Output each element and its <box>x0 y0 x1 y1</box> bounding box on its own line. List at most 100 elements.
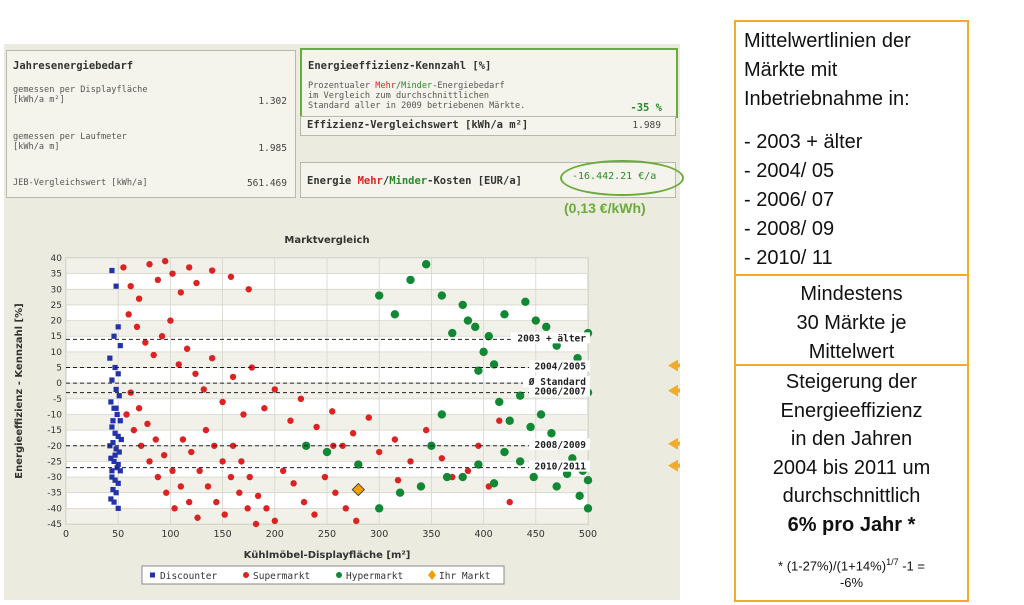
data-point-supermarkt <box>185 498 193 506</box>
data-point-discounter <box>112 452 118 458</box>
data-point-supermarkt <box>365 414 372 421</box>
data-point-hypermarkt <box>421 260 431 269</box>
box3-line2: Energieeffizienz <box>780 399 923 422</box>
data-point-supermarkt <box>146 458 153 465</box>
data-point-hypermarkt <box>547 429 556 438</box>
data-point-discounter <box>108 399 114 405</box>
data-point-supermarkt <box>349 430 357 437</box>
cost-mehr: Mehr <box>357 175 383 187</box>
data-point-hypermarkt <box>463 316 473 325</box>
cost-post: -Kosten [EUR/a] <box>427 175 522 187</box>
efficiency-index-title: Energieeffizienz-Kennzahl [%] <box>308 60 492 72</box>
desc-slash: / <box>395 81 402 91</box>
data-point-hypermarkt <box>500 310 509 319</box>
data-point-discounter <box>111 458 117 465</box>
data-point-hypermarkt <box>552 341 561 350</box>
y-tick-label: -20 <box>47 442 62 452</box>
data-point-supermarkt <box>193 279 200 287</box>
minimum-markets-text: Mindestens 30 Märkte je Mittelwert <box>736 276 967 367</box>
y-axis-label: Energieeffizienz - Kennzahl [%] <box>14 303 25 478</box>
data-point-supermarkt <box>175 361 182 368</box>
data-point-hypermarkt <box>536 410 546 419</box>
reference-line-label: 2004/2005 <box>535 362 587 373</box>
minimum-markets-box: Mindestens 30 Märkte je Mittelwert <box>734 274 969 368</box>
data-point-supermarkt <box>271 517 278 525</box>
data-point-hypermarkt <box>500 447 509 457</box>
data-point-discounter <box>109 468 115 474</box>
box3-bold: 6% pro Jahr * <box>787 513 916 536</box>
data-point-supermarkt <box>194 514 201 521</box>
mean-lines-title-3: Inbetriebnahme in: <box>744 88 910 110</box>
box2-line3: Mittelwert <box>808 341 895 363</box>
data-point-hypermarkt <box>575 491 584 501</box>
cost-slash: / <box>382 175 390 187</box>
data-point-discounter <box>115 371 121 377</box>
reference-label-bg <box>510 332 590 344</box>
data-point-supermarkt <box>127 282 134 290</box>
data-point-supermarkt <box>353 517 360 525</box>
data-point-supermarkt <box>152 436 159 443</box>
data-point-supermarkt <box>300 498 308 506</box>
desc-minder: Minder <box>401 81 433 91</box>
data-point-supermarkt <box>200 386 208 393</box>
data-point-discounter <box>107 355 113 361</box>
list-item: - 2006/ 07 <box>744 189 835 211</box>
data-point-discounter <box>112 477 118 483</box>
energy-cost-label: Energie Mehr/Minder-Kosten [EUR/a] <box>307 175 522 187</box>
x-tick-label: 450 <box>527 529 545 540</box>
desc-pre: Prozentualer <box>308 81 376 91</box>
data-point-hypermarkt <box>390 310 400 319</box>
data-point-ihr-markt <box>351 482 366 497</box>
box3-line5: durchschnittlich <box>782 485 921 507</box>
x-tick-label: 150 <box>214 529 232 540</box>
y-tick-label: -35 <box>47 489 62 499</box>
data-point-supermarkt <box>183 345 191 352</box>
footnote-exponent: 1/7 <box>886 557 899 567</box>
data-point-supermarkt <box>376 448 383 456</box>
data-point-supermarkt <box>290 480 297 487</box>
data-point-supermarkt <box>137 442 145 449</box>
efficiency-index-value: -35 % <box>630 102 662 114</box>
data-point-discounter <box>113 405 119 411</box>
footnote-formula: * (1-27%)/(1+14%) <box>778 558 887 574</box>
data-point-supermarkt <box>236 489 243 496</box>
mean-lines-title-1: Mittelwertlinien der <box>744 30 911 52</box>
row3-label: JEB-Vergleichswert [kWh/a] <box>13 178 148 188</box>
reference-line-label: 2003 + älter <box>517 333 586 344</box>
data-point-supermarkt <box>179 436 187 443</box>
row1-label: gemessen per Displayfläche [kWh/a m²] <box>13 85 148 105</box>
efficiency-increase-text: Steigerung der Energieeffizienz in den J… <box>736 366 967 539</box>
comparison-value: 1.989 <box>632 120 661 131</box>
y-tick-label: 40 <box>51 254 63 264</box>
data-point-discounter <box>108 455 114 461</box>
data-point-supermarkt <box>219 398 226 406</box>
y-tick-label: -25 <box>47 457 62 467</box>
x-tick-label: 0 <box>63 529 69 540</box>
data-point-discounter <box>110 486 116 493</box>
data-point-supermarkt <box>279 467 287 474</box>
y-tick-label: 30 <box>51 285 63 295</box>
data-point-supermarkt <box>135 405 143 412</box>
data-point-hypermarkt <box>458 472 467 482</box>
data-point-discounter <box>116 449 122 455</box>
data-point-hypermarkt <box>529 472 538 482</box>
y-tick-label: 0 <box>56 379 62 389</box>
data-point-supermarkt <box>219 458 226 465</box>
reference-label-bg <box>529 360 590 372</box>
reference-label-bg <box>523 376 590 388</box>
y-tick-label: 15 <box>51 332 62 342</box>
data-point-discounter <box>117 418 123 424</box>
data-point-supermarkt <box>311 511 318 518</box>
data-point-hypermarkt <box>375 291 384 300</box>
x-axis-label: Kühlmöbel-Displayfläche [m²] <box>244 550 411 561</box>
data-point-hypermarkt <box>448 328 457 338</box>
data-point-discounter <box>117 468 123 474</box>
mean-lines-title: Mittelwertlinien der Märkte mit Inbetrie… <box>744 27 911 114</box>
data-point-hypermarkt <box>474 460 483 469</box>
data-point-discounter <box>113 446 119 452</box>
efficiency-index-box: Energieeffizienz-Kennzahl [%] Prozentual… <box>300 48 678 118</box>
data-point-discounter <box>110 418 116 424</box>
desc-mehr: Mehr <box>375 81 396 91</box>
data-point-supermarkt <box>163 489 170 496</box>
data-point-supermarkt <box>204 483 212 490</box>
